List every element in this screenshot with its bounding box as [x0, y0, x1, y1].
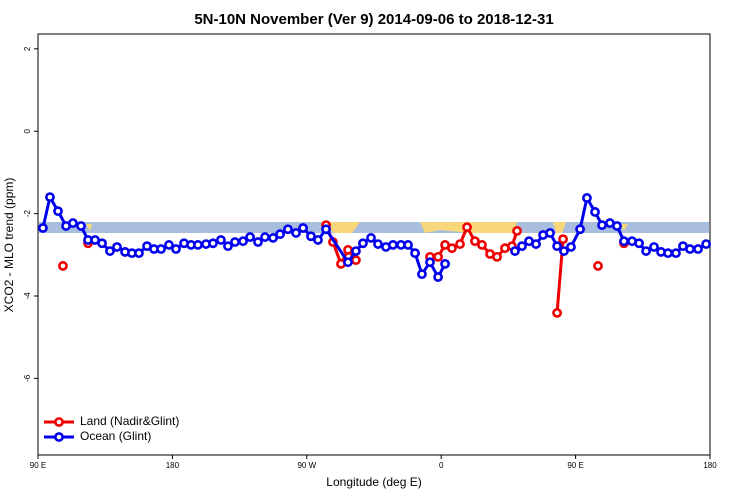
point [649, 242, 659, 252]
x-axis-label: Longitude (deg E) [326, 475, 421, 489]
point [171, 244, 181, 254]
legend-label: Ocean (Glint) [80, 429, 151, 443]
point [612, 221, 622, 231]
point [358, 238, 368, 249]
point [230, 237, 240, 247]
point [306, 231, 316, 242]
point [291, 228, 301, 238]
x-tick-label: 180 [166, 461, 180, 470]
point [477, 240, 487, 250]
point [373, 239, 383, 249]
point [634, 238, 644, 249]
chart-title: 5N-10N November (Ver 9) 2014-09-06 to 20… [194, 11, 553, 28]
point [403, 240, 413, 250]
point [313, 235, 323, 245]
point [351, 255, 361, 266]
point [593, 261, 603, 271]
point [245, 232, 255, 242]
y-tick-label: 0 [23, 128, 32, 133]
point [351, 246, 361, 256]
land-patch [86, 224, 92, 231]
point [447, 243, 457, 254]
point [552, 307, 562, 318]
point [663, 248, 673, 259]
point [455, 239, 465, 249]
point [575, 224, 585, 235]
legend-marker [54, 417, 64, 427]
point [545, 228, 555, 238]
point [283, 224, 293, 235]
x-tick-label: 0 [439, 461, 444, 470]
point [517, 241, 527, 252]
ocean-strip [39, 222, 709, 233]
point [512, 226, 522, 236]
point [440, 258, 450, 269]
point [45, 192, 55, 203]
point [417, 269, 427, 280]
legend-label: Land (Nadir&Glint) [80, 414, 179, 428]
point [641, 246, 651, 256]
point [462, 222, 472, 233]
point [366, 233, 376, 243]
point [112, 242, 122, 252]
point [38, 223, 48, 233]
point [105, 246, 115, 256]
point [425, 257, 435, 268]
y-tick-label: -4 [23, 292, 32, 300]
point [671, 248, 681, 259]
point [58, 261, 68, 271]
point [470, 236, 480, 247]
point [68, 218, 78, 228]
point [619, 236, 629, 247]
point [597, 220, 607, 231]
point [134, 248, 144, 259]
point [582, 193, 592, 203]
point [510, 246, 520, 256]
point [531, 239, 541, 249]
land-patch [553, 222, 566, 233]
point [156, 244, 166, 254]
point [343, 244, 353, 255]
point [410, 248, 420, 259]
point [268, 233, 278, 243]
point [76, 221, 86, 231]
point [253, 237, 263, 247]
land-patch [620, 224, 628, 231]
point [566, 242, 576, 252]
y-tick-label: -6 [23, 374, 32, 382]
point [298, 223, 308, 233]
point [433, 272, 443, 282]
point [559, 246, 569, 256]
point [701, 239, 712, 249]
point [275, 229, 285, 240]
point [216, 235, 226, 245]
point [260, 232, 270, 242]
point [193, 240, 203, 250]
point [693, 244, 703, 254]
y-tick-label: 2 [23, 46, 32, 51]
point [53, 206, 63, 217]
point [97, 238, 107, 249]
point [223, 241, 233, 252]
y-axis-label: XCO2 - MLO trend (ppm) [2, 178, 16, 313]
point [343, 257, 353, 268]
x-tick-label: 180 [703, 461, 717, 470]
point [552, 241, 562, 252]
point [208, 238, 218, 249]
point [685, 244, 695, 254]
point [388, 240, 398, 250]
point [321, 224, 331, 235]
x-tick-label: 90 E [30, 461, 46, 470]
legend-marker [54, 432, 64, 442]
y-tick-label: -2 [23, 210, 32, 218]
point [238, 236, 248, 247]
point [164, 240, 174, 250]
point [558, 234, 568, 245]
point [433, 251, 443, 262]
x-tick-label: 90 W [297, 461, 316, 470]
point [492, 251, 502, 262]
x-tick-label: 90 E [567, 461, 583, 470]
point [590, 207, 600, 217]
